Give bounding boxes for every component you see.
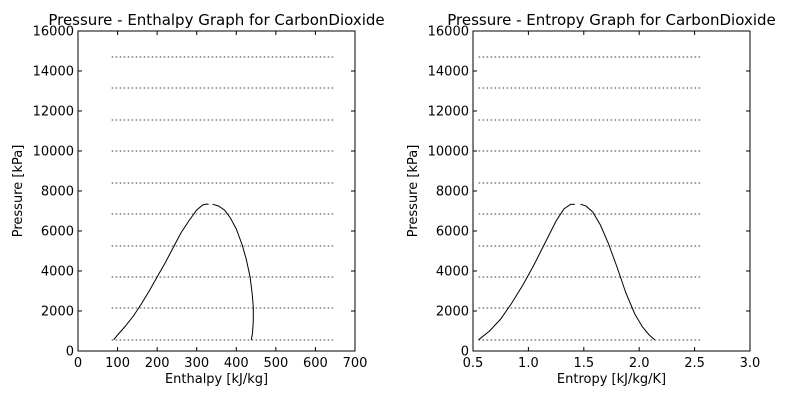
y-tick-label: 2000 [41,305,74,320]
x-tick-label: 2.5 [684,356,705,371]
y-tick-label: 16000 [33,25,74,40]
y-tick-label: 4000 [436,265,469,280]
x-tick-label: 0.5 [463,356,484,371]
x-tick-label: 400 [224,356,249,371]
x-tick-label: 3.0 [740,356,761,371]
y-tick-label: 6000 [41,225,74,240]
y-tick-label: 10000 [33,145,74,160]
saturation-curve [478,203,575,341]
x-tick-label: 100 [105,356,130,371]
x-axis-label: Enthalpy [kJ/kg] [165,372,268,387]
chart-panel-2: 0.5 1.0 1.5 2.0 2.5 3.0 0 2000 4000 6000 8000 10000… [406,11,776,387]
plot-frame [77,30,356,352]
y-axis-label: Pressure [kPa] [406,145,421,238]
y-tick-label: 0 [66,345,74,360]
x-tick-label: 300 [184,356,209,371]
x-tick-label: 500 [263,356,288,371]
x-axis-label: Entropy [kJ/kg/K] [557,372,666,387]
saturation-curve [113,203,209,341]
y-tick-label: 2000 [436,305,469,320]
y-tick-label: 4000 [41,265,74,280]
x-tick-label: 200 [145,356,170,371]
y-tick-label: 14000 [33,65,74,80]
x-tick-label: 2.0 [629,356,650,371]
y-tick-label: 14000 [428,65,469,80]
y-tick-label: 8000 [436,185,469,200]
chart-title: Pressure - Entropy Graph for CarbonDioxi… [447,11,775,29]
y-tick-label: 6000 [436,225,469,240]
chart-panel-1: 0 100 200 300 400 500 600 700 0 2000 4000 6000 8000 1… [11,11,385,387]
y-tick-label: 0 [461,345,469,360]
y-tick-label: 16000 [428,25,469,40]
y-tick-label: 12000 [33,105,74,120]
saturation-curve [212,203,254,341]
y-tick-label: 12000 [428,105,469,120]
x-tick-label: 1.0 [518,356,539,371]
x-tick-label: 0 [74,356,82,371]
y-tick-label: 10000 [428,145,469,160]
plot-frame [472,30,751,352]
x-tick-label: 700 [343,356,368,371]
y-tick-label: 8000 [41,185,74,200]
chart-title: Pressure - Enthalpy Graph for CarbonDiox… [48,11,384,29]
saturation-curve [580,203,656,341]
x-tick-label: 600 [303,356,328,371]
y-axis-label: Pressure [kPa] [11,145,26,238]
x-tick-label: 1.5 [573,356,594,371]
